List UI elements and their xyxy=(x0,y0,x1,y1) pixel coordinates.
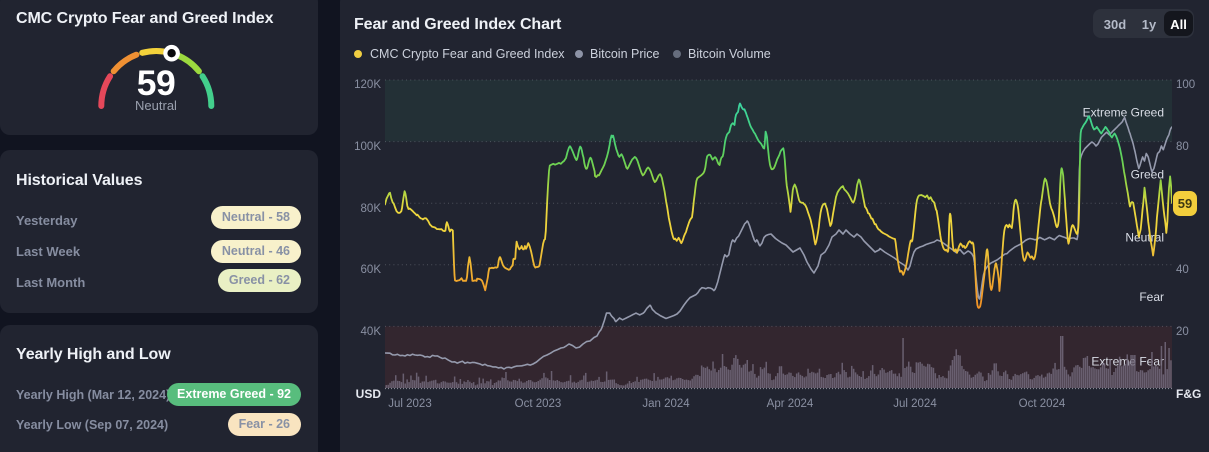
svg-text:Neutral: Neutral xyxy=(1125,231,1164,245)
svg-text:Extreme Greed: Extreme Greed xyxy=(1083,106,1164,120)
svg-text:Greed: Greed xyxy=(1131,168,1164,182)
svg-text:Fear: Fear xyxy=(1139,290,1164,304)
